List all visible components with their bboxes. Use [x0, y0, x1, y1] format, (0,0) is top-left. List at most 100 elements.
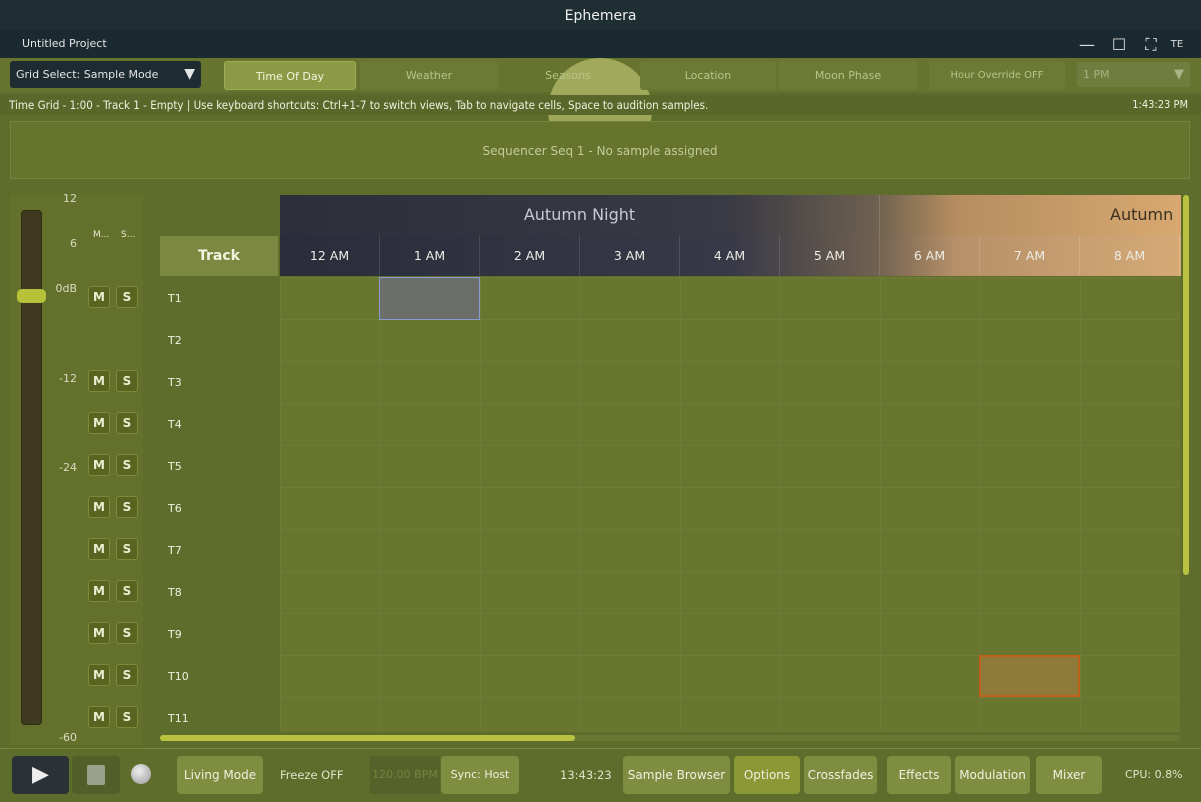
chevron-down-icon: ▼ — [184, 66, 195, 82]
mute-button[interactable]: M — [88, 370, 110, 392]
hour-header: 8 AM — [1080, 235, 1180, 276]
title-bar: Ephemera — [0, 0, 1201, 30]
hour-header: 12 AM — [280, 235, 380, 276]
track-label: T4 — [168, 418, 182, 431]
transport-time: 13:43:23 — [560, 768, 612, 782]
db-label: 0dB — [55, 282, 77, 295]
track-label: T6 — [168, 502, 182, 515]
sample-browser-button[interactable]: Sample Browser — [623, 756, 730, 794]
vertical-scrollbar[interactable] — [1183, 195, 1189, 575]
solo-button[interactable]: S — [116, 454, 138, 476]
options-button[interactable]: Options — [734, 756, 800, 794]
solo-button[interactable]: S — [116, 496, 138, 518]
horizontal-scrollbar[interactable] — [160, 735, 1180, 741]
time-grid[interactable] — [280, 277, 1180, 732]
fullscreen-icon[interactable]: ⛶ — [1145, 35, 1157, 54]
mute-button[interactable]: M — [88, 496, 110, 518]
hour-header: 6 AM — [880, 235, 980, 276]
hour-select-dropdown[interactable]: 1 PM ▼ — [1077, 62, 1190, 87]
track-label: T7 — [168, 544, 182, 557]
record-button[interactable] — [131, 764, 151, 784]
status-text: Time Grid - 1:00 - Track 1 - Empty | Use… — [9, 98, 709, 112]
solo-button[interactable]: S — [116, 370, 138, 392]
tab-seasons[interactable]: Seasons — [545, 69, 591, 82]
tab-moon-phase[interactable]: Moon Phase — [778, 61, 918, 90]
solo-button[interactable]: S — [116, 538, 138, 560]
mute-button[interactable]: M — [88, 454, 110, 476]
selected-cell[interactable] — [379, 277, 480, 320]
solo-button[interactable]: S — [116, 664, 138, 686]
track-label: T1 — [168, 292, 182, 305]
track-label: T3 — [168, 376, 182, 389]
hour-header: 5 AM — [780, 235, 880, 276]
db-label: -12 — [59, 372, 77, 385]
solo-button[interactable]: S — [116, 286, 138, 308]
mute-button[interactable]: M — [88, 664, 110, 686]
track-label: T10 — [168, 670, 189, 683]
sync-button[interactable]: Sync: Host — [441, 756, 519, 794]
hour-header: 2 AM — [480, 235, 580, 276]
mute-button[interactable]: M — [88, 412, 110, 434]
stop-icon — [87, 765, 105, 785]
tab-weather[interactable]: Weather — [360, 61, 498, 90]
track-label: T5 — [168, 460, 182, 473]
grid-select-dropdown[interactable]: Grid Select: Sample Mode ▼ — [10, 61, 201, 88]
horizontal-scroll-thumb[interactable] — [160, 735, 575, 741]
mute-button[interactable]: M — [88, 622, 110, 644]
hour-header: 7 AM — [980, 235, 1080, 276]
mute-column-header: M... — [93, 230, 110, 240]
play-button[interactable]: ▶ — [12, 756, 69, 794]
band-autumn: Autumn — [1110, 205, 1174, 224]
sequencer-panel: Sequencer Seq 1 - No sample assigned — [10, 121, 1190, 179]
mute-button[interactable]: M — [88, 706, 110, 728]
hour-header: 4 AM — [680, 235, 780, 276]
season-band: Autumn Night Autumn — [280, 195, 1181, 235]
mute-button[interactable]: M — [88, 580, 110, 602]
db-label: 12 — [63, 192, 77, 205]
track-label: T11 — [168, 712, 189, 725]
living-mode-button[interactable]: Living Mode — [177, 756, 263, 794]
mute-button[interactable]: M — [88, 286, 110, 308]
solo-button[interactable]: S — [116, 622, 138, 644]
project-name: Untitled Project — [0, 30, 1201, 58]
hour-header-row: 12 AM 1 AM 2 AM 3 AM 4 AM 5 AM 6 AM 7 AM 8 AM — [280, 235, 1181, 276]
hour-select-value: 1 PM — [1083, 68, 1110, 81]
db-label: -24 — [59, 461, 77, 474]
hour-header: 3 AM — [580, 235, 680, 276]
solo-button[interactable]: S — [116, 580, 138, 602]
effects-button[interactable]: Effects — [887, 756, 951, 794]
solo-column-header: S... — [121, 230, 136, 240]
db-label: -60 — [59, 731, 77, 744]
hour-header: 1 AM — [380, 235, 480, 276]
mixer-button[interactable]: Mixer — [1036, 756, 1102, 794]
solo-button[interactable]: S — [116, 412, 138, 434]
band-autumn-night: Autumn Night — [280, 195, 880, 235]
freeze-toggle[interactable]: Freeze OFF — [280, 768, 344, 782]
track-label: T2 — [168, 334, 182, 347]
solo-button[interactable]: S — [116, 706, 138, 728]
db-label: 6 — [70, 237, 77, 250]
close-button[interactable]: TE — [1170, 39, 1184, 50]
track-label: T8 — [168, 586, 182, 599]
track-label: T9 — [168, 628, 182, 641]
volume-fader[interactable] — [21, 210, 42, 725]
modulation-button[interactable]: Modulation — [955, 756, 1030, 794]
status-bar: Time Grid - 1:00 - Track 1 - Empty | Use… — [0, 95, 1201, 115]
grid-select-value: Grid Select: Sample Mode — [16, 68, 159, 81]
cpu-usage: CPU: 0.8% — [1125, 768, 1183, 781]
hour-override-toggle[interactable]: Hour Override OFF — [929, 61, 1065, 90]
track-column-header: Track — [160, 236, 278, 276]
crossfades-button[interactable]: Crossfades — [804, 756, 877, 794]
fader-handle[interactable] — [17, 289, 46, 303]
mute-button[interactable]: M — [88, 538, 110, 560]
chevron-down-icon: ▼ — [1174, 67, 1184, 82]
tab-location[interactable]: Location — [640, 61, 776, 90]
stop-button[interactable] — [72, 756, 120, 794]
tab-time-of-day[interactable]: Time Of Day — [224, 61, 356, 90]
bpm-field[interactable]: 120.00 BPM — [370, 756, 440, 794]
status-clock: 1:43:23 PM — [1132, 98, 1188, 111]
play-icon: ▶ — [32, 762, 49, 787]
assigned-cell[interactable] — [979, 655, 1080, 697]
maximize-icon[interactable]: ☐ — [1111, 35, 1127, 54]
minimize-icon[interactable]: — — [1079, 35, 1095, 54]
